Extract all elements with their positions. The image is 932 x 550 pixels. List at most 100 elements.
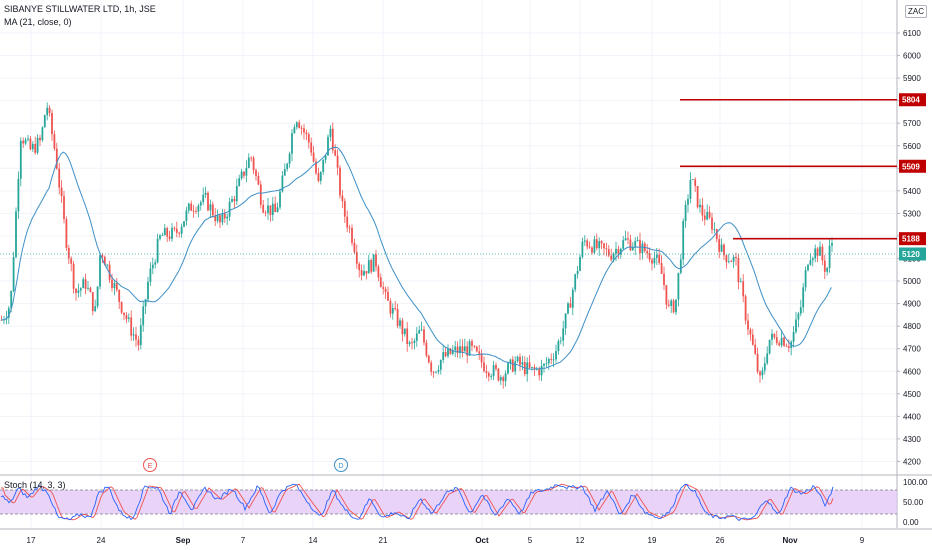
- time-tick-label: 17: [27, 536, 36, 545]
- candle: [343, 198, 346, 223]
- candle-body: [555, 351, 557, 360]
- candle: [492, 360, 495, 381]
- candle: [238, 174, 241, 187]
- candle: [449, 347, 452, 355]
- candle: [22, 137, 25, 148]
- candle-body: [151, 264, 154, 269]
- currency-badge[interactable]: ZAC: [905, 5, 927, 18]
- stoch-indicator-label[interactable]: Stoch (14, 3, 3): [4, 480, 66, 490]
- candle: [667, 299, 670, 308]
- candle-body: [819, 246, 821, 256]
- candle-body: [600, 241, 603, 244]
- candle-body: [687, 198, 689, 205]
- candle-body: [22, 140, 25, 144]
- candle: [593, 235, 596, 255]
- candle: [677, 272, 680, 307]
- candle-body: [615, 248, 617, 254]
- candle-body: [137, 339, 140, 346]
- candle: [663, 266, 665, 291]
- candle: [557, 339, 560, 355]
- candle-body: [634, 241, 637, 248]
- candle: [377, 264, 380, 282]
- candle: [605, 242, 608, 257]
- candle-body: [413, 340, 416, 343]
- candle-body: [303, 128, 305, 133]
- candle-body: [641, 243, 644, 254]
- candle: [562, 320, 565, 347]
- candle-body: [552, 359, 555, 361]
- candle-body: [411, 342, 413, 344]
- candle: [99, 254, 101, 290]
- candle-body: [363, 271, 365, 276]
- candle: [831, 237, 833, 252]
- candle: [72, 260, 75, 294]
- candle-body: [187, 203, 190, 211]
- candle-body: [394, 307, 397, 310]
- candle-body: [331, 128, 334, 151]
- candle-body: [358, 263, 361, 271]
- candle-body: [185, 210, 188, 222]
- candle-body: [651, 259, 653, 264]
- candle-body: [195, 211, 197, 212]
- candle: [118, 289, 121, 309]
- candle-body: [828, 245, 831, 268]
- candle: [531, 366, 533, 371]
- candle-body: [814, 248, 817, 259]
- candle: [58, 162, 61, 195]
- candle-body: [353, 242, 356, 253]
- candle-body: [283, 169, 286, 176]
- candle: [689, 172, 692, 204]
- candle-body: [322, 159, 325, 172]
- candle: [197, 203, 200, 218]
- candle: [639, 232, 641, 261]
- ma-indicator-label[interactable]: MA (21, close, 0): [4, 17, 72, 27]
- candle-body: [348, 227, 351, 229]
- candles: [0, 102, 833, 389]
- candle-body: [406, 328, 409, 344]
- price-level-label: 5188: [902, 235, 920, 244]
- symbol-title[interactable]: SIBANYE STILLWATER LTD, 1h, JSE: [4, 4, 156, 14]
- candle: [139, 318, 142, 350]
- candle: [226, 213, 229, 225]
- candle: [792, 325, 795, 348]
- candle: [43, 114, 46, 128]
- candle: [127, 313, 130, 323]
- candle: [809, 253, 812, 266]
- candle: [823, 254, 826, 280]
- candle: [173, 226, 176, 232]
- candle: [91, 291, 94, 316]
- candle-body: [130, 317, 133, 336]
- candle-body: [257, 175, 260, 185]
- time-tick-label: 12: [576, 536, 585, 545]
- candle: [828, 238, 831, 273]
- candle: [142, 301, 145, 332]
- candle: [298, 119, 301, 129]
- candle-body: [264, 212, 267, 214]
- candle: [588, 241, 591, 249]
- candle-body: [99, 255, 101, 287]
- candle-body: [492, 365, 495, 377]
- candle-body: [437, 369, 440, 372]
- candle: [115, 278, 118, 293]
- candle-body: [370, 260, 373, 272]
- candle-body: [159, 235, 161, 239]
- candle-body: [463, 346, 466, 352]
- time-tick-label: 14: [309, 536, 318, 545]
- candle: [19, 137, 22, 187]
- time-tick-label: 5: [528, 536, 533, 545]
- candle-body: [480, 353, 483, 363]
- candle: [34, 136, 37, 155]
- candle: [444, 347, 447, 358]
- candle: [346, 210, 349, 233]
- candle: [331, 122, 334, 154]
- candle: [742, 274, 745, 303]
- candle-body: [271, 203, 274, 216]
- candle-body: [415, 333, 418, 341]
- candle: [514, 356, 517, 375]
- candle-body: [293, 127, 296, 134]
- candle: [751, 328, 754, 346]
- candle-body: [238, 178, 241, 187]
- candle-body: [483, 362, 485, 372]
- candle: [797, 311, 800, 328]
